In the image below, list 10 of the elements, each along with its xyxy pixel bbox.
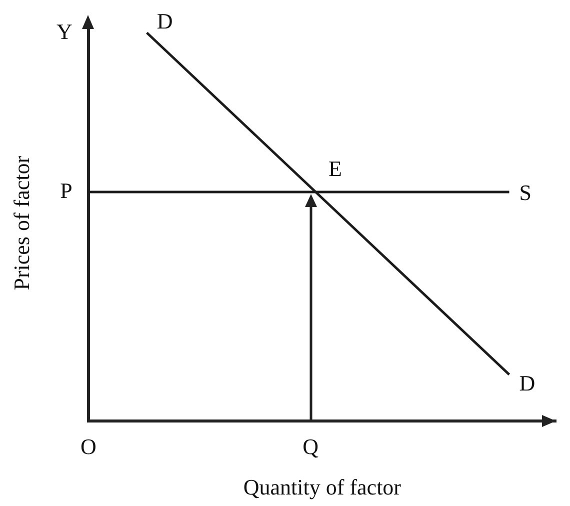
series-label: S: [519, 180, 532, 205]
text: Y: [56, 18, 73, 44]
series-label: D: [519, 370, 536, 396]
y-axis-title: Prices of factor: [8, 155, 34, 290]
annotation: D: [156, 8, 173, 34]
annotation: E: [328, 156, 342, 181]
text: P: [60, 178, 72, 203]
x-tick-label: Q: [302, 434, 319, 460]
x-tick-label: O: [80, 434, 96, 460]
x-axis-title: Quantity of factor: [243, 474, 402, 500]
